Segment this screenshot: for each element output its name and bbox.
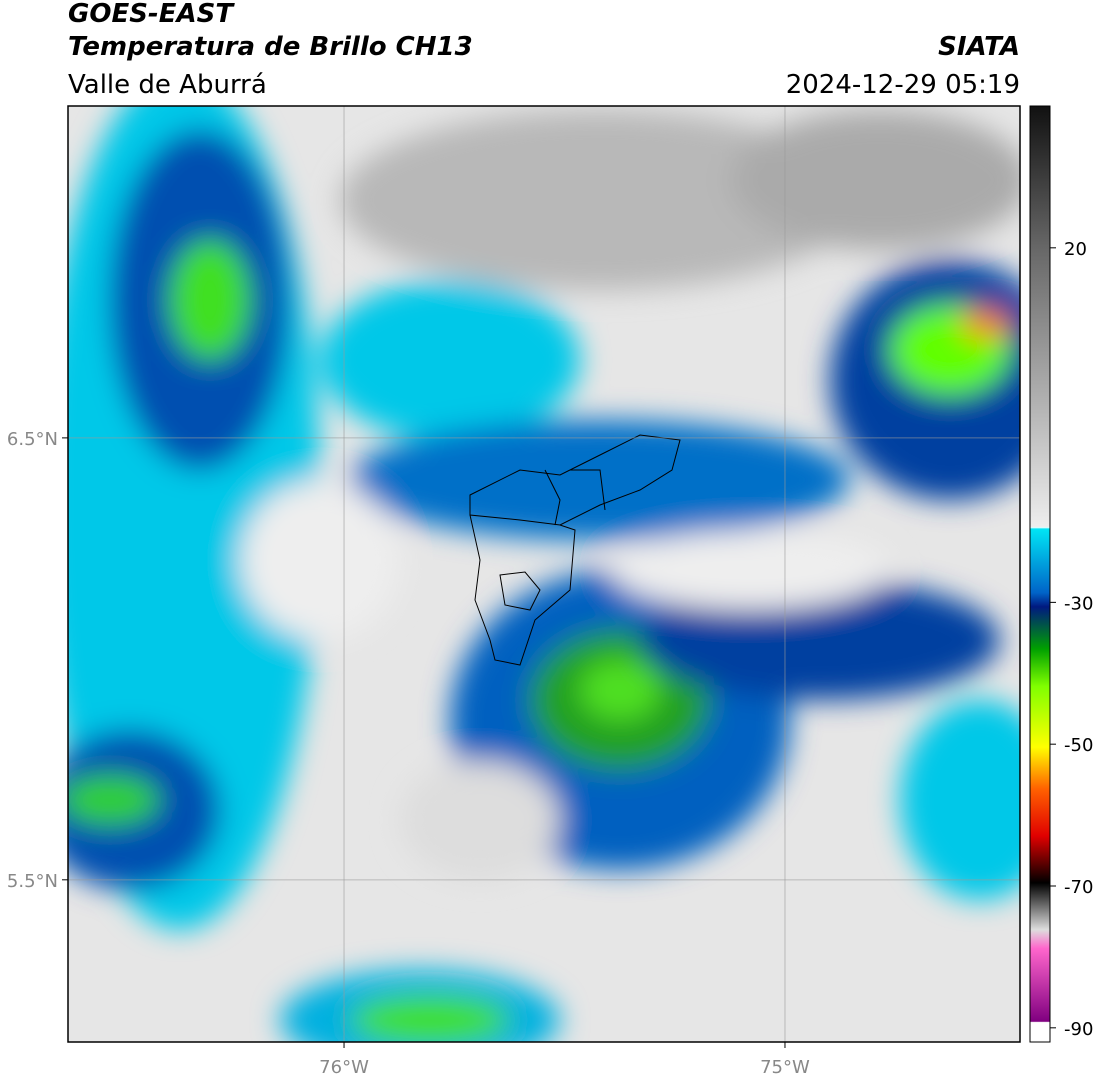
colorbar xyxy=(1029,105,1051,1043)
x-tick-label: 75°W xyxy=(760,1057,810,1078)
map-frame xyxy=(67,105,1021,1043)
colorbar-tick-label: -70 xyxy=(1064,877,1093,898)
x-tick-label: 76°W xyxy=(319,1057,369,1078)
municipal-boundaries xyxy=(469,434,681,666)
colorbar-tick-label: -30 xyxy=(1064,593,1093,614)
subtitle: Temperatura de Brillo CH13 xyxy=(68,32,473,62)
source: SIATA xyxy=(938,32,1020,62)
region: Valle de Aburrá xyxy=(68,70,267,100)
satellite-image xyxy=(68,106,1020,1042)
title: GOES-EAST xyxy=(68,0,235,29)
colorbar-tick-label: -50 xyxy=(1064,735,1093,756)
datetime: 2024-12-29 05:19 xyxy=(786,70,1020,100)
colorbar-tick-label: 20 xyxy=(1064,239,1087,260)
y-tick-label: 6.5°N xyxy=(7,429,58,450)
y-tick-label: 5.5°N xyxy=(7,871,58,892)
map-grid xyxy=(68,106,1020,1042)
colorbar-tick-label: -90 xyxy=(1064,1019,1093,1040)
